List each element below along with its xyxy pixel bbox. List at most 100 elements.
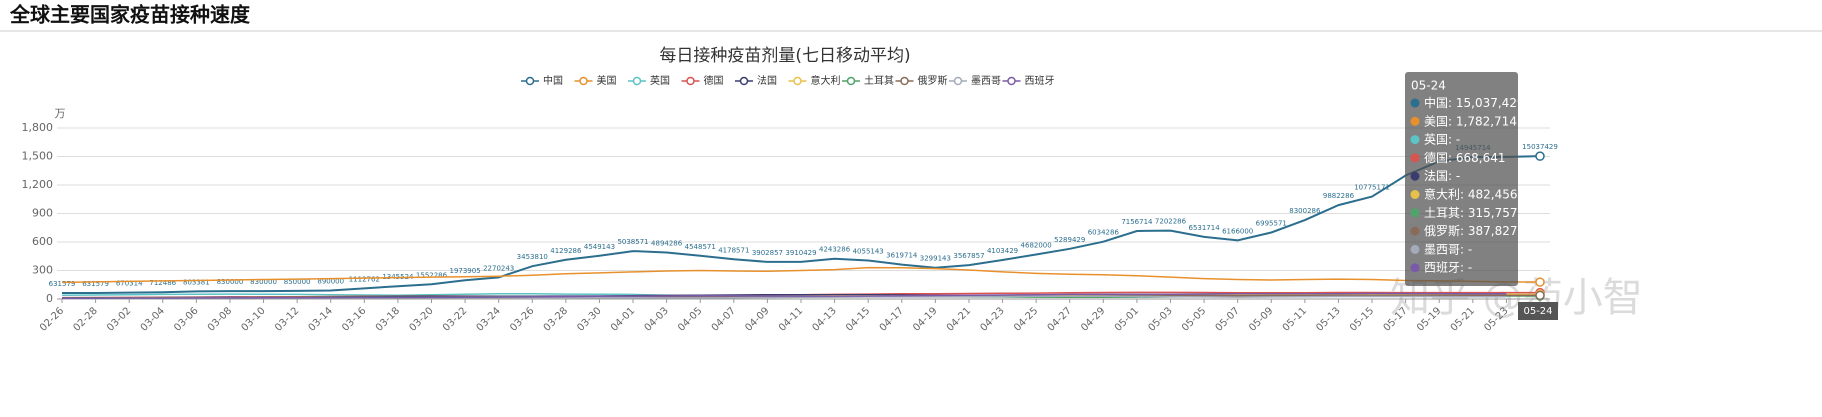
tooltip-item: 法国: - [1424,169,1460,183]
tooltip-item: 美国: 1,782,714 [1424,114,1517,128]
x-tick-label: 04-11 [777,305,805,333]
tooltip-name: 中国 [1424,95,1448,110]
x-tick-label: 03-26 [508,305,536,333]
legend-label: 中国 [543,74,563,87]
tooltip-value: - [1456,132,1460,146]
tooltip-name: 西班牙 [1424,260,1460,274]
x-tick-label: 04-15 [844,305,872,333]
legend-label: 土耳其 [864,74,894,87]
legend-label: 西班牙 [1025,75,1055,87]
x-tick-label: 03-28 [542,305,570,333]
tooltip-item: 土耳其: 315,757 [1424,205,1518,219]
x-tick-label: 03-10 [239,305,267,333]
x-tick-label: 03-18 [374,305,402,333]
data-label: 8300286 [1289,207,1321,215]
data-label: 5038571 [617,238,648,246]
legend-icon [1007,76,1016,86]
tooltip-value: 315,757 [1468,205,1518,219]
data-label: 3567857 [953,252,984,260]
tooltip-value: 387,827 [1468,224,1518,238]
x-tick-label: 05-15 [1348,305,1376,333]
legend-label: 俄罗斯 [918,74,948,87]
x-tick-label: 04-21 [945,305,973,333]
data-label: 7156714 [1121,218,1153,226]
y-tick-label: 0 [46,292,53,305]
legend-label: 德国 [704,74,724,87]
x-tick-label: 04-17 [878,305,906,333]
data-label: 4103429 [987,247,1018,255]
hover-point [1535,151,1545,161]
x-tick-label: 04-05 [676,305,704,333]
tooltip-name: 土耳其 [1424,205,1460,219]
x-tick-label: 03-24 [475,305,503,333]
data-label: 803381 [183,278,210,286]
tooltip-value: 15,037,429 [1456,96,1525,110]
legend-icon [900,76,909,86]
tooltip-value: - [1456,169,1460,183]
y-tick-label: 300 [32,264,53,277]
tooltip-name: 俄罗斯 [1424,224,1460,238]
x-tick-label: 04-19 [911,305,939,333]
y-tick-label: 1,500 [22,150,54,163]
x-tick-label: 03-04 [139,305,167,333]
data-label: 3299143 [920,255,951,263]
tooltip-name: 英国 [1424,132,1448,146]
data-label: 631579 [49,280,76,288]
data-label: 3910429 [785,249,816,257]
x-tick-label: 04-29 [1079,305,1107,333]
tooltip-item: 德国: 668,641 [1424,149,1506,164]
data-label: 4894286 [651,240,683,248]
tooltip-name: 美国 [1424,114,1448,128]
data-label: 4178571 [718,246,749,254]
legend-icon [686,76,695,86]
tooltip-dot [1410,153,1420,163]
x-tick-label: 04-01 [609,305,637,333]
tooltip-dot [1410,171,1420,181]
tooltip-dot [1410,226,1420,236]
tooltip-dot [1410,244,1420,254]
axis-pointer-label: 05-24 [1523,306,1552,317]
legend-label: 美国 [597,74,617,87]
x-tick-label: 05-09 [1247,305,1275,333]
y-unit: 万 [55,107,66,120]
data-label: 631579 [82,280,109,288]
legend-label: 墨西哥 [971,75,1001,87]
hover-point [1535,290,1545,301]
tooltip-sep: : [1460,242,1468,256]
data-label: 3902857 [752,249,783,257]
x-tick-label: 04-23 [978,305,1006,333]
legend-icon [632,76,642,86]
data-label: 4243286 [819,246,851,254]
legend-icon [579,76,588,86]
data-label: 6995571 [1256,220,1287,228]
data-label: 7202286 [1155,218,1187,226]
tooltip-item: 西班牙: - [1424,260,1472,274]
x-tick-label: 04-13 [811,305,839,333]
data-label: 6531714 [1188,224,1220,232]
data-label: 890000 [317,278,344,286]
tooltip-title: 05-24 [1411,79,1446,93]
data-label: 4129286 [550,247,582,255]
x-tick-label: 02-28 [72,305,100,333]
tooltip-dot [1410,263,1420,273]
data-label: 3619714 [886,252,918,260]
legend-label: 意大利 [811,74,841,87]
data-label: 15037429 [1522,143,1558,151]
x-tick-label: 02-26 [38,305,66,333]
tooltip-name: 墨西哥 [1424,242,1460,256]
series-line [61,266,1541,284]
tooltip-sep: : [1448,150,1456,164]
tooltip-name: 意大利 [1424,186,1460,201]
x-tick-label: 04-09 [743,305,771,333]
data-label: 6166000 [1222,227,1253,235]
data-label: 3453810 [517,253,548,261]
data-label: 830000 [217,278,244,286]
data-label: 10775171 [1354,184,1390,192]
tooltip-value: 668,641 [1456,150,1506,164]
tooltip-sep: : [1448,132,1456,146]
y-tick-label: 600 [32,235,53,248]
tooltip-sep: : [1460,224,1468,238]
tooltip-value: 1,782,714 [1456,114,1517,128]
chart-title: 每日接种疫苗剂量(七日移动平均) [659,46,910,66]
tooltip-dot [1410,135,1420,145]
